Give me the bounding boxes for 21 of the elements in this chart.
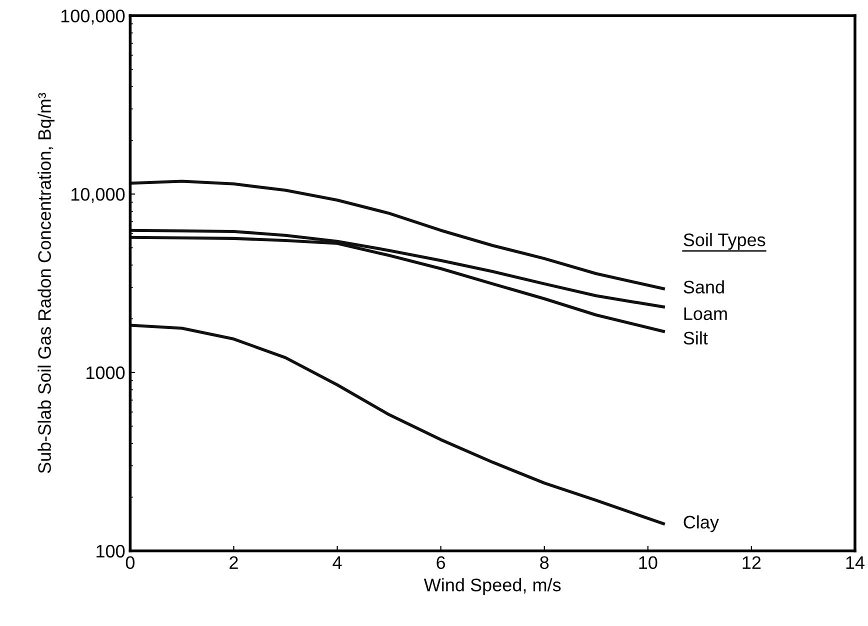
- series-label: Loam: [684, 308, 727, 320]
- x-tick-label: 6: [436, 556, 446, 570]
- line-series: [130, 324, 665, 526]
- x-tick-label: 2: [230, 556, 238, 569]
- x-tick-label: 8: [540, 556, 549, 570]
- series-label: Sand: [684, 280, 724, 294]
- y-tick-label: 1000: [86, 366, 125, 380]
- x-axis-title: Wind Speed, m/s: [424, 578, 561, 595]
- x-tick-label: 0: [126, 556, 135, 570]
- x-tick-label: 4: [332, 556, 342, 569]
- y-tick-label: 100: [96, 544, 125, 558]
- x-tick-label: 14: [846, 556, 864, 569]
- y-axis-title: Sub-Slab Soil Gas Radon Concentration, Bq/m³: [38, 92, 55, 474]
- x-tick-label: 12: [742, 556, 761, 569]
- y-tick-label: 10,000: [71, 188, 125, 203]
- line-series: [130, 180, 665, 290]
- legend-title: Soil Types: [684, 233, 766, 250]
- series-label: Clay: [684, 515, 719, 532]
- series-label: Silt: [684, 331, 708, 345]
- x-tick-label: 10: [639, 556, 658, 570]
- y-tick-label: 100,000: [61, 10, 125, 25]
